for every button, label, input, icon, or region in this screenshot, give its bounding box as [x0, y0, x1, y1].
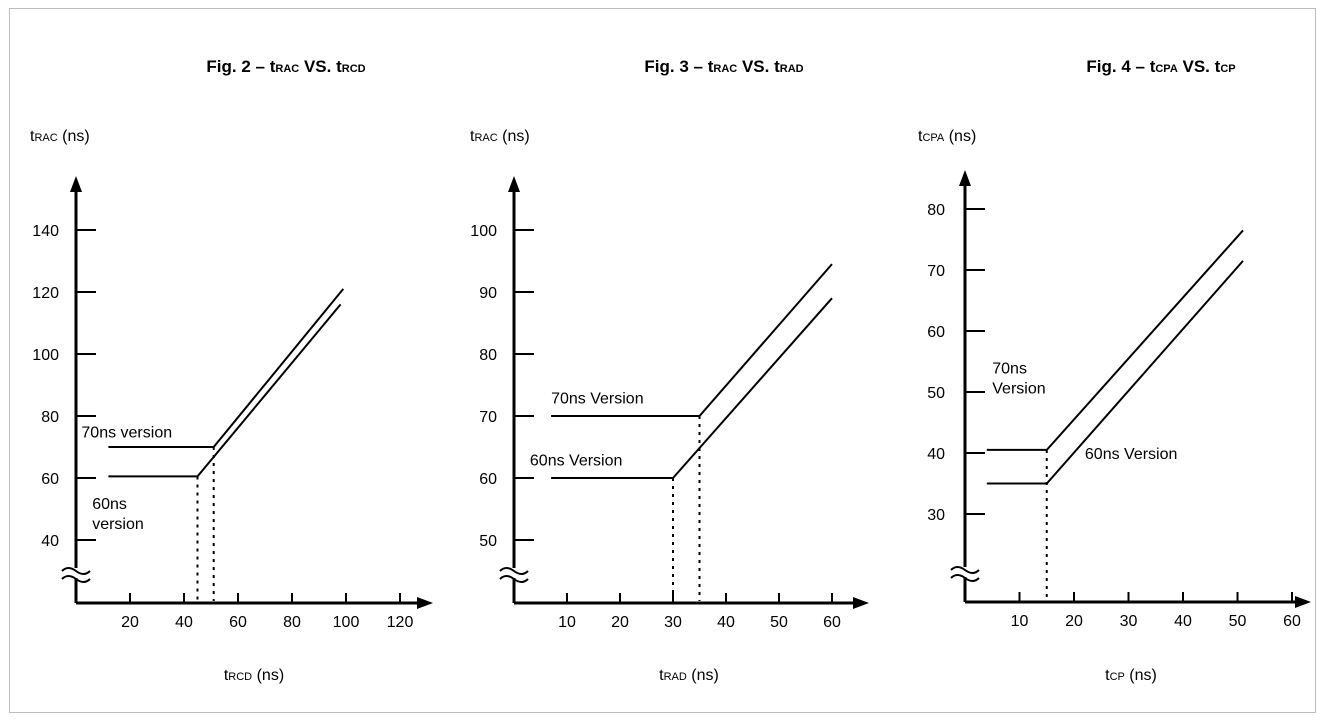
series-line — [986, 260, 1244, 485]
y-tick-label: 50 — [927, 385, 945, 402]
axis-break-gap — [502, 568, 526, 578]
x-tick-label: 40 — [1174, 613, 1192, 630]
series-line — [551, 297, 833, 479]
x-tick-label: 60 — [823, 614, 841, 631]
figure-frame — [9, 8, 1316, 713]
y-tick-label: 80 — [479, 347, 497, 364]
x-tick-label: 20 — [121, 614, 139, 631]
axis-break-mark — [499, 575, 529, 583]
x-axis-arrow — [417, 597, 433, 609]
y-axis-label: tRAC (ns) — [30, 128, 90, 145]
y-tick-label: 80 — [927, 202, 945, 219]
x-tick-label: 40 — [717, 614, 735, 631]
chart-title: Fig. 4 – tCPA VS. tCP — [1086, 57, 1235, 76]
y-tick-label: 80 — [41, 409, 59, 426]
x-tick-label: 10 — [1011, 613, 1029, 630]
x-tick-label: 100 — [333, 614, 360, 631]
y-tick-label: 60 — [927, 324, 945, 341]
axis-break-mark — [950, 574, 980, 582]
axis-break-gap — [953, 567, 977, 577]
x-tick-label: 20 — [1065, 613, 1083, 630]
series-line — [108, 303, 342, 478]
series-line — [551, 263, 833, 417]
series-annotation: 60ns Version — [530, 453, 623, 470]
y-axis-arrow — [508, 176, 520, 192]
y-tick-label: 50 — [479, 533, 497, 550]
series-annotation: 60ns Version — [1085, 446, 1178, 463]
x-tick-label: 40 — [175, 614, 193, 631]
chart-title: Fig. 2 – tRAC VS. tRCD — [206, 57, 365, 76]
y-tick-label: 70 — [479, 409, 497, 426]
x-axis-label: tRAD (ns) — [659, 667, 719, 684]
chart-title: Fig. 3 – tRAC VS. tRAD — [644, 57, 803, 76]
y-tick-label: 60 — [41, 471, 59, 488]
chart-panel-2: Fig. 2 – tRAC VS. tRCD tRAC (ns) tRCD (ns)… — [30, 57, 433, 684]
axis-break-mark — [61, 567, 91, 575]
axis-break-mark — [950, 566, 980, 574]
y-axis-arrow — [70, 176, 82, 192]
x-tick-label: 30 — [1120, 613, 1138, 630]
chart-panel-3: Fig. 3 – tRAC VS. tRAD tRAC (ns) tRAD (ns)… — [470, 57, 869, 684]
y-tick-label: 40 — [41, 533, 59, 550]
y-axis-label: tCPA (ns) — [918, 128, 976, 145]
axis-break-mark — [61, 575, 91, 583]
series-annotation: 70ns Version — [551, 391, 644, 408]
y-tick-label: 30 — [927, 507, 945, 524]
x-tick-label: 120 — [387, 614, 414, 631]
x-tick-label: 10 — [558, 614, 576, 631]
y-tick-label: 60 — [479, 471, 497, 488]
y-axis-arrow — [959, 170, 971, 186]
series-line — [986, 229, 1244, 451]
x-axis-label: tCP (ns) — [1105, 667, 1157, 684]
x-tick-label: 60 — [229, 614, 247, 631]
x-tick-label: 60 — [1283, 613, 1301, 630]
x-tick-label: 20 — [611, 614, 629, 631]
y-tick-label: 120 — [32, 285, 59, 302]
axis-break-mark — [499, 567, 529, 575]
y-tick-label: 100 — [32, 347, 59, 364]
x-axis-arrow — [1295, 596, 1311, 608]
series-annotation: 70ns Version — [992, 361, 1045, 398]
y-axis-label: tRAC (ns) — [470, 128, 530, 145]
series-annotation: 70ns version — [81, 425, 172, 442]
y-tick-label: 40 — [927, 446, 945, 463]
y-tick-label: 90 — [479, 285, 497, 302]
y-tick-label: 70 — [927, 263, 945, 280]
axis-break-gap — [64, 568, 88, 578]
x-tick-label: 80 — [283, 614, 301, 631]
chart-panel-4: Fig. 4 – tCPA VS. tCP tCPA (ns) tCP (ns) 10… — [918, 57, 1311, 684]
x-tick-label: 30 — [664, 614, 682, 631]
y-tick-label: 140 — [32, 223, 59, 240]
x-tick-label: 50 — [770, 614, 788, 631]
x-axis-arrow — [853, 597, 869, 609]
x-tick-label: 50 — [1229, 613, 1247, 630]
series-line — [108, 288, 345, 448]
series-annotation: 60ns version — [92, 496, 144, 533]
x-axis-label: tRCD (ns) — [224, 667, 284, 684]
y-tick-label: 100 — [470, 223, 497, 240]
